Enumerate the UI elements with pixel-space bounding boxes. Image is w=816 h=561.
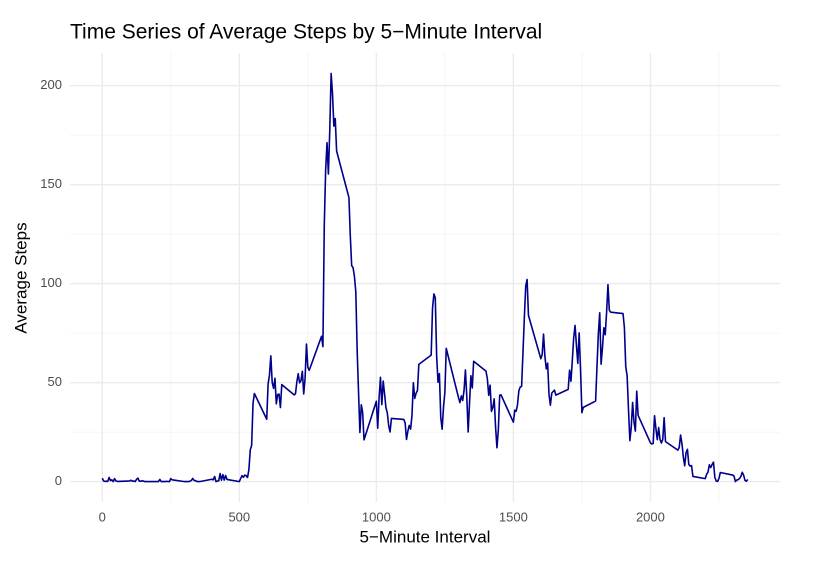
x-tick-label: 1500 [499, 509, 528, 524]
y-tick-label: 150 [40, 176, 62, 191]
y-axis-title: Average Steps [11, 222, 30, 333]
x-tick-label: 500 [228, 509, 250, 524]
y-tick-label: 200 [40, 77, 62, 92]
chart-title: Time Series of Average Steps by 5−Minute… [70, 21, 542, 44]
data-line [101, 72, 749, 483]
y-tick-label: 50 [48, 374, 62, 389]
x-axis-title: 5−Minute Interval [360, 527, 491, 546]
x-tick-label: 0 [99, 509, 106, 524]
y-tick-label: 0 [55, 473, 62, 488]
x-tick-label: 2000 [636, 509, 665, 524]
y-tick-label: 100 [40, 275, 62, 290]
x-tick-label: 1000 [362, 509, 391, 524]
